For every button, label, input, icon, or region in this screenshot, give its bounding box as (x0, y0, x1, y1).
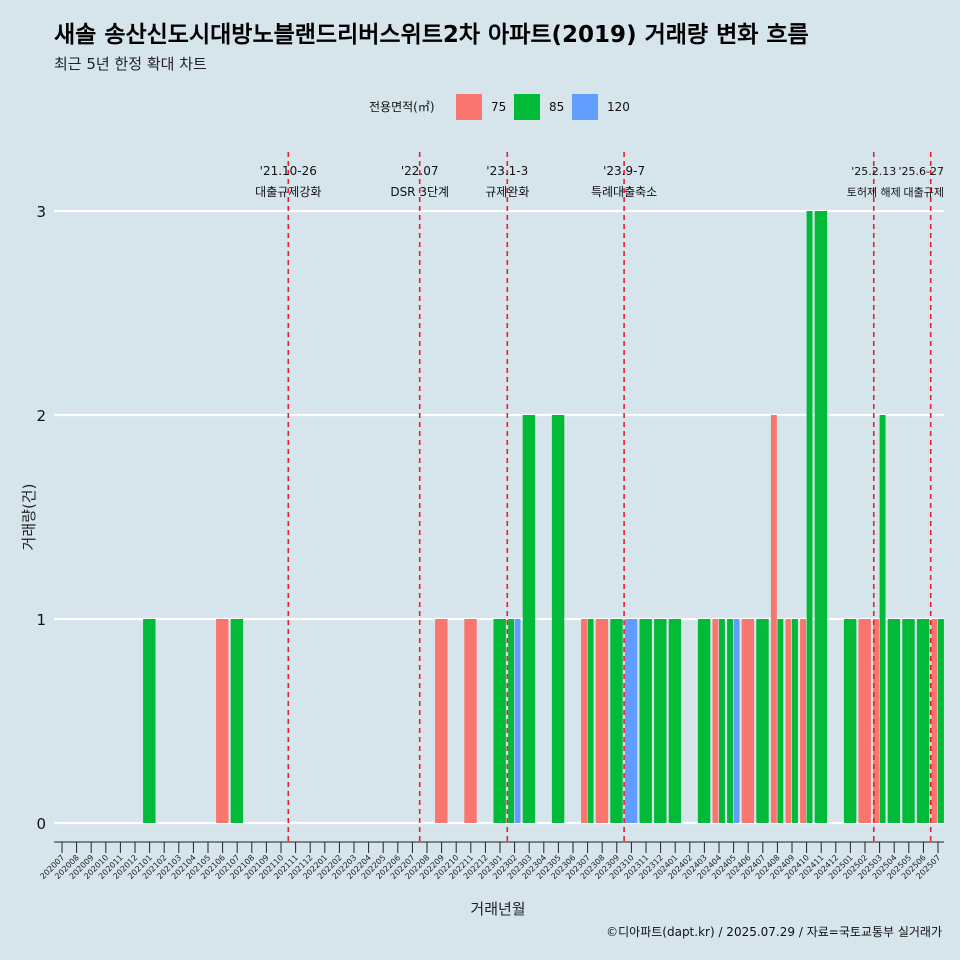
legend-label: 120 (607, 100, 630, 114)
y-tick-label: 0 (36, 815, 46, 833)
caption: ©디아파트(dapt.kr) / 2025.07.29 / 자료=국토교통부 실… (606, 925, 942, 939)
bar-85-202303 (522, 415, 536, 823)
bars (143, 211, 944, 823)
bar-85-202403 (697, 619, 711, 823)
event-date: '22.07 (401, 164, 439, 178)
event-label: 규제완화 (485, 185, 529, 199)
bar-85-202504 (887, 619, 901, 823)
bar-85-202411 (814, 211, 828, 823)
bar-85-202408 (777, 619, 784, 823)
bar-75-202409 (785, 619, 792, 823)
event-label: 특례대출축소 (591, 185, 657, 199)
bar-120-202310 (624, 619, 638, 823)
bar-85-202311 (639, 619, 652, 823)
event-date: '23.1-3 (486, 164, 528, 178)
bar-75-202502 (858, 619, 871, 823)
bar-85-202507 (938, 619, 944, 823)
bar-85-202501 (843, 619, 857, 823)
y-axis: 0 1 2 3 (36, 203, 46, 833)
y-tick-label: 3 (36, 203, 46, 221)
chart-subtitle: 최근 5년 한정 확대 차트 (54, 55, 207, 73)
event-annotations: '21.10-26 대출규제강화 '22.07 DSR 3단계 '23.1-3 규제완화 '… (255, 152, 944, 842)
bar-85-202401 (668, 619, 682, 823)
bar-85-202505 (902, 619, 915, 823)
event-label: 토허제 해제 (847, 185, 901, 199)
bar-85-202312 (654, 619, 667, 823)
bar-85-202409 (792, 619, 798, 823)
event-date: '21.10-26 (260, 164, 317, 178)
y-axis-title: 거래량(건) (20, 484, 38, 551)
legend-title: 전용면적(㎡) (369, 100, 435, 114)
bar-85-202309 (610, 619, 623, 823)
legend-key-75 (456, 94, 482, 120)
bar-75-202106 (216, 619, 229, 823)
y-tick-label: 2 (36, 407, 46, 425)
bar-75-202308 (595, 619, 609, 823)
bar-85-202506 (916, 619, 930, 823)
event-label: 대출규제강화 (255, 185, 321, 199)
bar-85-202404 (719, 619, 725, 823)
bar-75-202211 (464, 619, 477, 823)
bar-85-202302 (508, 619, 514, 823)
event-label: DSR 3단계 (390, 185, 449, 199)
event-date: '25.2.13 (851, 165, 896, 178)
event-label: 대출규제 (904, 186, 944, 199)
chart-title: 새솔 송산신도시대방노블랜드리버스위트2차 아파트(2019) 거래량 변화 흐… (54, 22, 809, 48)
bar-75-202209 (435, 619, 448, 823)
bar-75-202408 (770, 415, 777, 823)
bar-85-202301 (493, 619, 506, 823)
bar-120-202302 (514, 619, 521, 823)
legend-key-85 (514, 94, 540, 120)
bar-85-202503 (879, 415, 886, 823)
legend-key-120 (572, 94, 598, 120)
bar-85-202405 (727, 619, 733, 823)
x-axis: 2020072020082020092020102020112020122021… (38, 841, 944, 881)
bar-75-202307 (581, 619, 587, 823)
event-date: '25.6-27 (899, 165, 944, 178)
legend-label: 85 (549, 100, 564, 114)
bar-85-202307 (587, 619, 594, 823)
y-tick-label: 1 (36, 611, 46, 629)
bar-85-202410 (806, 211, 813, 823)
bar-85-202107 (230, 619, 244, 823)
event-date: '23.9-7 (603, 164, 645, 178)
bar-120-202405 (733, 619, 740, 823)
bar-75-202507 (931, 619, 938, 823)
bar-75-202410 (800, 619, 806, 823)
bar-75-202404 (712, 619, 719, 823)
legend-label: 75 (491, 100, 506, 114)
x-axis-title: 거래년월 (470, 900, 525, 918)
bar-85-202101 (143, 619, 156, 823)
bar-85-202407 (756, 619, 769, 823)
bar-75-202406 (741, 619, 755, 823)
bar-75-202503 (873, 619, 879, 823)
bar-85-202305 (551, 415, 565, 823)
legend: 전용면적(㎡) 75 85 120 (369, 94, 630, 120)
